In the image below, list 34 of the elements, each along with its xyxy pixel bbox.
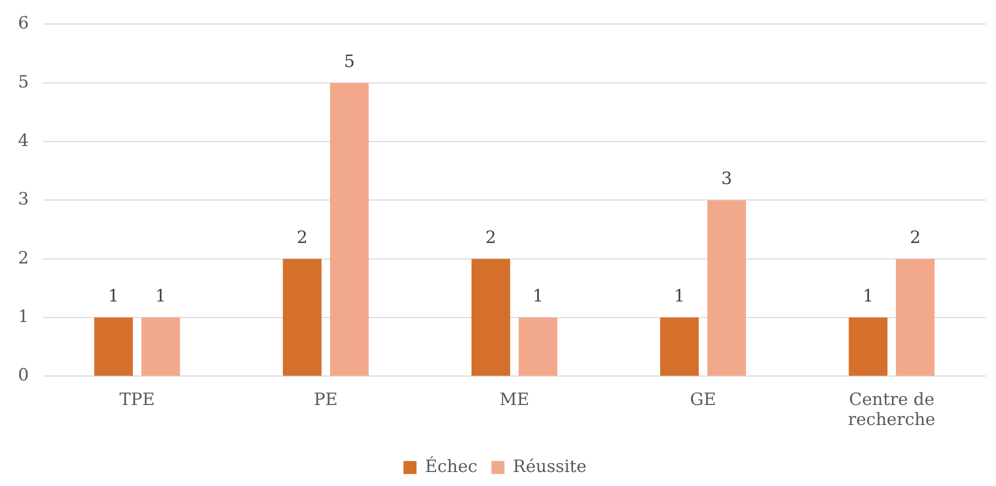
y-tick-label: 2: [18, 248, 29, 268]
bar: [94, 318, 133, 376]
data-label: 1: [674, 286, 685, 306]
y-tick-label: 5: [18, 72, 29, 92]
data-label: 1: [532, 286, 544, 306]
bar: [707, 200, 746, 376]
y-tick-label: 0: [18, 366, 29, 386]
data-label: 2: [296, 228, 308, 248]
data-label: 3: [721, 169, 732, 190]
bar: [141, 318, 180, 376]
y-tick-label: 6: [18, 14, 29, 34]
bar: [471, 258, 510, 376]
y-tick-label: 4: [18, 130, 29, 151]
y-tick-label: 1: [18, 306, 29, 327]
bar: [330, 82, 369, 376]
x-tick-label: TPE: [120, 390, 155, 410]
y-tick-label: 3: [18, 190, 29, 210]
data-label: 1: [108, 286, 119, 306]
x-tick-label: GE: [690, 390, 716, 410]
x-tick-label: Centre de recherche: [848, 390, 936, 430]
data-label: 1: [862, 286, 874, 306]
bar: [518, 318, 558, 376]
legend-label: Réussite: [512, 456, 587, 477]
data-label: 2: [485, 228, 496, 248]
legend-label: Échec: [424, 456, 478, 477]
bar: [896, 258, 935, 376]
data-label: 5: [344, 52, 355, 72]
bar: [282, 258, 322, 376]
bar: [660, 318, 699, 376]
data-label: 1: [155, 286, 166, 306]
data-label: 2: [910, 228, 921, 248]
x-tick-label: PE: [314, 390, 338, 410]
bar: [848, 318, 888, 376]
x-tick-label: ME: [499, 390, 530, 410]
